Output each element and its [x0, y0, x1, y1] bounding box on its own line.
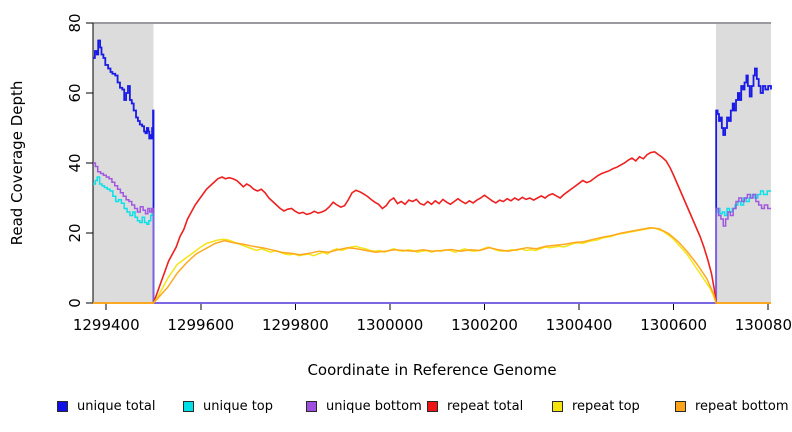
- y-axis-title: Read Coverage Depth: [8, 80, 26, 246]
- legend-item-repeat-bottom: repeat bottom: [675, 399, 789, 414]
- shaded-region-left: [93, 23, 154, 303]
- legend-swatch-unique-total: [57, 401, 68, 412]
- x-tick-label: 1300200: [451, 316, 518, 334]
- legend: unique total unique top unique bottom repea…: [0, 399, 792, 417]
- legend-label: repeat top: [572, 399, 640, 414]
- legend-item-unique-total: unique total: [57, 399, 155, 414]
- legend-label: unique top: [203, 399, 274, 414]
- y-tick-label: 20: [66, 223, 84, 242]
- legend-item-unique-bottom: unique bottom: [306, 399, 422, 414]
- x-tick-label: 1300600: [640, 316, 707, 334]
- y-tick-label: 40: [66, 153, 84, 172]
- y-tick-label: 80: [66, 13, 84, 32]
- series-line-unique-total: [93, 39, 772, 304]
- series-line-unique-top: [93, 176, 771, 304]
- x-tick-label: 1300400: [546, 316, 613, 334]
- legend-swatch-repeat-bottom: [675, 401, 686, 412]
- x-tick-label: 1300000: [357, 316, 424, 334]
- legend-item-repeat-top: repeat top: [552, 399, 640, 414]
- legend-swatch-unique-top: [183, 401, 194, 412]
- y-tick-label: 60: [66, 83, 84, 102]
- y-tick-label: 0: [66, 298, 84, 308]
- legend-label: repeat bottom: [695, 399, 789, 414]
- legend-swatch-repeat-total: [427, 401, 438, 412]
- x-tick-label: 1299800: [262, 316, 329, 334]
- series-line-repeat-bottom: [93, 226, 771, 304]
- legend-item-unique-top: unique top: [183, 399, 273, 414]
- shaded-region-right: [716, 23, 771, 303]
- legend-label: unique bottom: [326, 399, 422, 414]
- legend-swatch-unique-bottom: [306, 401, 317, 412]
- x-tick-label: 1299600: [167, 316, 234, 334]
- legend-label: unique total: [77, 399, 156, 414]
- series-line-unique-bottom: [93, 162, 771, 304]
- plot-canvas: 1299400 1299600 1299800 1300000 1300200 13004…: [66, 13, 792, 334]
- x-axis-title: Coordinate in Reference Genome: [307, 361, 557, 379]
- series-line-repeat-total: [93, 150, 771, 304]
- legend-item-repeat-total: repeat total: [427, 399, 523, 414]
- series-line-repeat-top: [93, 226, 771, 304]
- x-tick-label: 1299400: [73, 316, 140, 334]
- legend-label: repeat total: [447, 399, 524, 414]
- legend-swatch-repeat-top: [552, 401, 563, 412]
